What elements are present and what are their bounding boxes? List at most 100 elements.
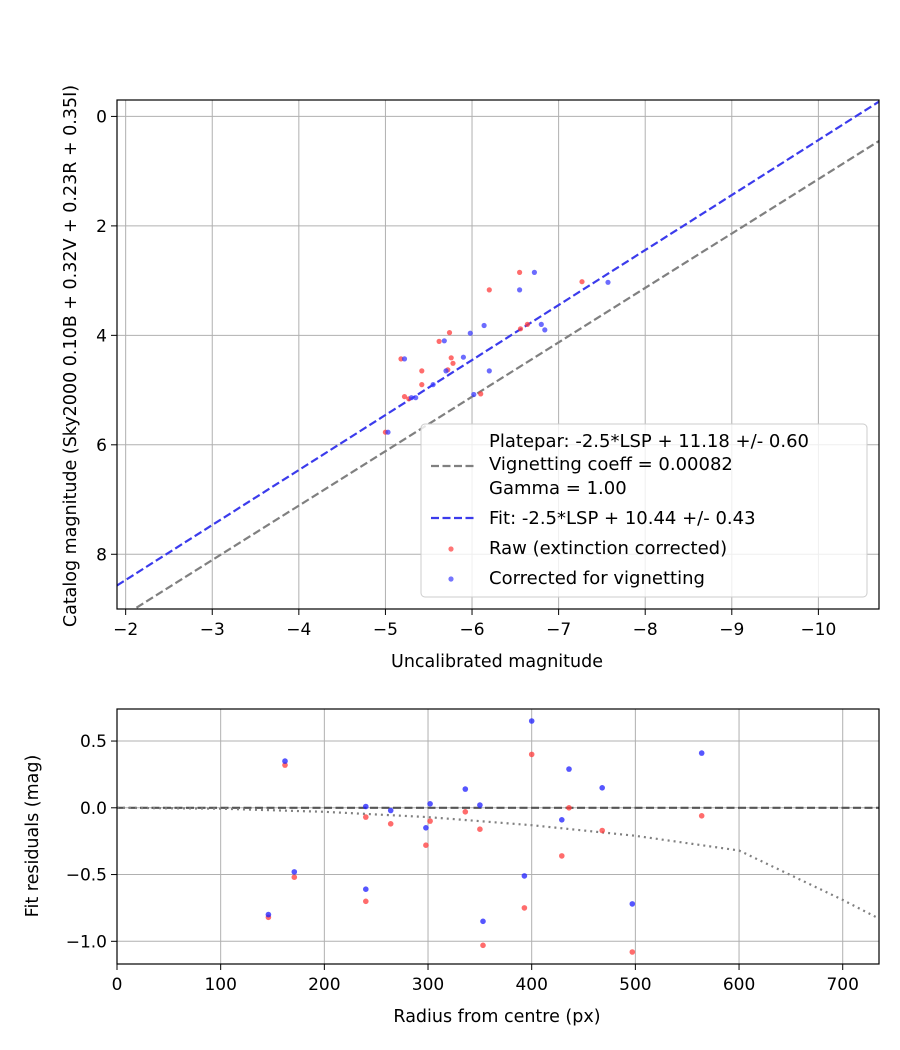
raw-point xyxy=(521,905,528,911)
corrected-point xyxy=(467,330,473,336)
y-tick-label: 8 xyxy=(96,545,107,565)
corrected-point xyxy=(566,766,572,772)
raw-point xyxy=(698,813,705,819)
corrected-point xyxy=(605,279,611,285)
y-tick-label: 0.5 xyxy=(80,732,107,752)
x-tick-label: 100 xyxy=(204,975,236,995)
corrected-point xyxy=(538,321,544,327)
x-tick-label: −2 xyxy=(113,620,138,640)
raw-point xyxy=(291,874,298,880)
legend-gamma: Gamma = 1.00 xyxy=(489,478,627,499)
x-tick-label: −9 xyxy=(719,620,744,640)
x-tick-label: −6 xyxy=(459,620,484,640)
top-y-axis-label: Catalog magnitude (Sky2000 0.10B + 0.32V… xyxy=(61,85,81,627)
legend-raw-swatch xyxy=(448,546,454,552)
x-tick-label: −4 xyxy=(286,620,311,640)
corrected-point xyxy=(423,825,429,831)
corrected-point xyxy=(427,801,433,807)
raw-point xyxy=(446,330,453,336)
line-vignetting xyxy=(117,806,879,920)
raw-point xyxy=(480,942,486,949)
legend-raw: Raw (extinction corrected) xyxy=(489,538,727,559)
corrected-point xyxy=(363,803,369,810)
x-tick-label: −3 xyxy=(200,620,225,640)
top-axes-frame xyxy=(116,99,880,610)
raw-point xyxy=(462,809,469,815)
legend-box xyxy=(420,423,868,598)
corrected-point xyxy=(542,327,548,333)
raw-point xyxy=(478,391,484,397)
raw-point xyxy=(387,821,394,827)
top-ticks: −2 −3 −4 −5 −6 −7 −8 −9 −10 0 2 4 6 8 xyxy=(96,107,836,640)
legend: Platepar: -2.5*LSP + 11.18 +/- 0.60 Vign… xyxy=(420,423,868,598)
x-tick-label: −7 xyxy=(546,620,571,640)
raw-point xyxy=(448,355,454,361)
corrected-point xyxy=(265,911,272,918)
bottom-data-points xyxy=(265,718,705,955)
x-tick-label: −8 xyxy=(633,620,658,640)
top-data-points xyxy=(382,269,611,435)
raw-point xyxy=(423,842,429,848)
x-tick-label: 200 xyxy=(308,975,340,995)
top-x-axis-label: Uncalibrated magnitude xyxy=(391,652,603,672)
corrected-point xyxy=(517,287,523,293)
raw-point xyxy=(436,338,442,344)
x-tick-label: 400 xyxy=(515,975,547,995)
y-tick-label: 6 xyxy=(96,436,107,456)
y-tick-label: −0.5 xyxy=(66,866,107,886)
raw-point xyxy=(419,368,425,374)
raw-point xyxy=(450,360,456,366)
raw-point xyxy=(599,827,605,834)
bottom-ticks: 0 100 200 300 400 500 600 700 0.5 0.0 −0.5 −1.0 xyxy=(66,732,859,995)
corrected-point xyxy=(443,368,449,374)
x-tick-label: 700 xyxy=(826,975,858,995)
corrected-point xyxy=(481,322,487,329)
raw-point xyxy=(579,279,585,285)
residuals-plot: 0 100 200 300 400 500 600 700 0.5 0.0 −0.5 −1.0 Rad… xyxy=(23,708,880,1027)
raw-point xyxy=(566,805,572,811)
line-vignetting xyxy=(132,140,879,609)
corrected-point xyxy=(471,391,477,398)
x-tick-label: 500 xyxy=(619,975,651,995)
raw-point xyxy=(517,269,523,275)
corrected-point xyxy=(462,786,469,792)
y-tick-label: −1.0 xyxy=(66,932,107,952)
legend-platepar: Platepar: -2.5*LSP + 11.18 +/- 0.60 xyxy=(489,431,809,452)
raw-point xyxy=(559,853,565,859)
raw-point xyxy=(629,949,636,955)
bottom-axes-frame xyxy=(116,708,880,965)
bottom-y-axis-label: Fit residuals (mag) xyxy=(23,755,43,918)
legend-corrected: Corrected for vignetting xyxy=(489,568,705,589)
x-tick-label: 300 xyxy=(412,975,444,995)
corrected-point xyxy=(413,395,419,401)
legend-corrected-swatch xyxy=(448,576,454,582)
corrected-point xyxy=(441,338,447,344)
x-tick-label: −5 xyxy=(373,620,398,640)
raw-point xyxy=(282,762,288,768)
x-tick-label: 0 xyxy=(112,975,123,995)
corrected-point xyxy=(408,395,414,401)
corrected-point xyxy=(528,718,535,724)
legend-fit: Fit: -2.5*LSP + 10.44 +/- 0.43 xyxy=(489,508,756,529)
y-tick-label: 4 xyxy=(96,326,107,346)
legend-vignetting: Vignetting coeff = 0.00082 xyxy=(489,454,733,475)
y-tick-label: 0.0 xyxy=(80,799,107,819)
corrected-point xyxy=(486,368,492,374)
corrected-point xyxy=(629,901,636,907)
y-tick-label: 2 xyxy=(96,217,107,237)
corrected-point xyxy=(480,918,486,925)
x-tick-label: −10 xyxy=(800,620,836,640)
corrected-point xyxy=(385,429,391,435)
bottom-reference-lines xyxy=(117,806,879,920)
raw-point xyxy=(419,382,425,388)
x-tick-label: 600 xyxy=(723,975,755,995)
corrected-point xyxy=(599,785,605,791)
raw-point xyxy=(363,814,369,820)
corrected-point xyxy=(363,886,369,892)
line-fit xyxy=(117,100,879,587)
corrected-point xyxy=(282,758,288,764)
corrected-point xyxy=(291,869,298,875)
corrected-point xyxy=(460,354,466,360)
corrected-point xyxy=(698,750,705,756)
